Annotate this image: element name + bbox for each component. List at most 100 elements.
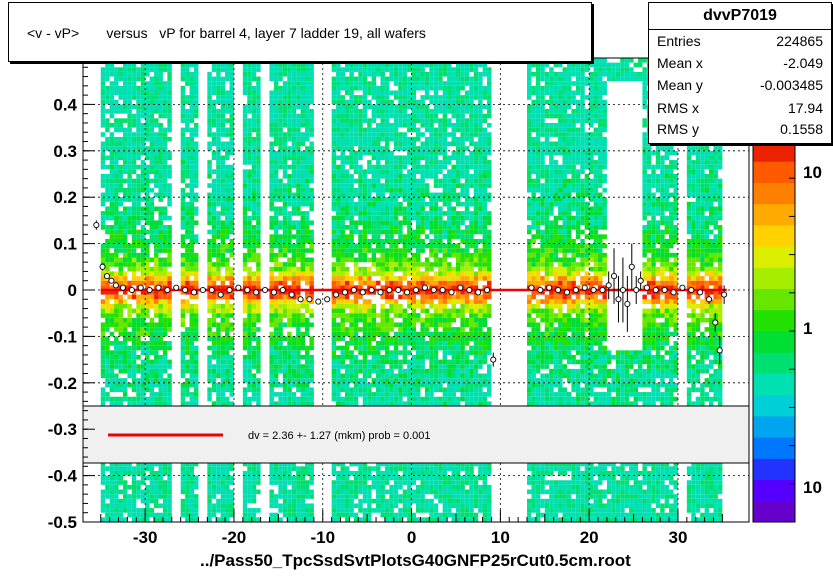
heatmap-cell	[131, 387, 137, 393]
heatmap-cell	[194, 122, 199, 128]
heatmap-cell	[180, 387, 186, 393]
heatmap-cell	[225, 164, 230, 170]
heatmap-cell	[331, 387, 337, 393]
heatmap-cell	[269, 336, 274, 342]
heatmap-cell	[389, 512, 394, 518]
heatmap-cell	[158, 155, 163, 161]
heatmap-cell	[114, 262, 119, 267]
heatmap-cell	[376, 146, 381, 151]
heatmap-cell	[145, 62, 150, 68]
heatmap-cell	[136, 211, 141, 216]
heatmap-cell	[380, 90, 385, 96]
heatmap-cell	[167, 192, 172, 198]
heatmap-cell	[402, 466, 408, 471]
heatmap-cell	[131, 322, 137, 328]
heatmap-cell	[353, 313, 359, 318]
heatmap-cell	[340, 387, 345, 393]
heatmap-cell	[296, 378, 301, 383]
heatmap-cell	[291, 150, 297, 156]
heatmap-cell	[194, 354, 199, 360]
heatmap-cell	[127, 99, 132, 105]
heatmap-cell	[105, 243, 110, 249]
heatmap-cell	[269, 489, 274, 495]
heatmap-cell	[331, 494, 337, 499]
heatmap-cell	[211, 118, 217, 123]
heatmap-cell	[247, 317, 252, 323]
heatmap-cell	[109, 192, 115, 198]
heatmap-cell	[154, 62, 159, 68]
heatmap-cell	[167, 85, 172, 91]
heatmap-cell	[362, 150, 368, 156]
heatmap-cell	[278, 503, 283, 509]
heatmap-cell	[398, 396, 403, 402]
heatmap-cell	[220, 401, 226, 406]
heatmap-cell	[256, 132, 261, 137]
heatmap-cell	[367, 99, 372, 105]
heatmap-cell	[331, 280, 337, 286]
heatmap-cell	[145, 396, 150, 402]
heatmap-cell	[247, 290, 252, 295]
heatmap-cell	[273, 262, 279, 267]
heatmap-cell	[220, 512, 226, 518]
heatmap-cell	[384, 234, 390, 239]
heatmap-cell	[300, 113, 305, 119]
heatmap-cell	[309, 187, 314, 193]
heatmap-cell	[282, 498, 288, 504]
heatmap-cell	[358, 303, 363, 309]
heatmap-cell	[149, 238, 155, 244]
heatmap-cell	[269, 160, 274, 165]
heatmap-cell	[109, 122, 115, 128]
heatmap-cell	[251, 299, 257, 304]
heatmap-cell	[145, 136, 150, 142]
heatmap-cell	[353, 229, 359, 235]
heatmap-cell	[384, 76, 390, 82]
heatmap-cell	[180, 67, 186, 72]
heatmap-cell	[376, 150, 381, 156]
heatmap-cell	[256, 234, 261, 239]
heatmap-cell	[402, 276, 408, 281]
heatmap-cell	[225, 498, 230, 504]
heatmap-cell	[291, 192, 297, 198]
heatmap-cell	[185, 150, 190, 156]
heatmap-cell	[154, 512, 159, 518]
heatmap-cell	[180, 252, 186, 258]
heatmap-cell	[149, 211, 155, 216]
heatmap-cell	[393, 201, 399, 207]
heatmap-cell	[149, 480, 155, 485]
heatmap-cell	[402, 132, 408, 137]
heatmap-cell	[185, 368, 190, 374]
heatmap-cell	[131, 354, 137, 360]
heatmap-cell	[384, 396, 390, 402]
heatmap-cell	[242, 331, 248, 337]
heatmap-cell	[109, 285, 115, 290]
heatmap-cell	[336, 512, 341, 518]
heatmap-cell	[336, 262, 341, 267]
heatmap-cell	[256, 517, 261, 522]
heatmap-cell	[393, 392, 399, 397]
heatmap-cell	[340, 508, 345, 513]
heatmap-cell	[282, 480, 288, 485]
heatmap-cell	[158, 475, 163, 481]
heatmap-cell	[100, 220, 106, 226]
heatmap-cell	[127, 206, 132, 212]
heatmap-cell	[189, 76, 194, 82]
heatmap-cell	[336, 136, 341, 142]
heatmap-cell	[189, 225, 194, 230]
heatmap-cell	[162, 229, 168, 235]
heatmap-cell	[273, 317, 279, 323]
heatmap-cell	[269, 164, 274, 170]
heatmap-cell	[220, 248, 226, 253]
heatmap-cell	[344, 392, 350, 397]
heatmap-cell	[251, 99, 257, 105]
heatmap-cell	[291, 484, 297, 490]
heatmap-cell	[194, 285, 199, 290]
heatmap-cell	[402, 183, 408, 188]
heatmap-cell	[127, 160, 132, 165]
heatmap-cell	[344, 174, 350, 179]
heatmap-cell	[105, 359, 110, 365]
heatmap-cell	[247, 248, 252, 253]
heatmap-cell	[331, 215, 337, 221]
heatmap-cell	[340, 127, 345, 133]
heatmap-cell	[273, 192, 279, 198]
heatmap-cell	[229, 201, 234, 207]
